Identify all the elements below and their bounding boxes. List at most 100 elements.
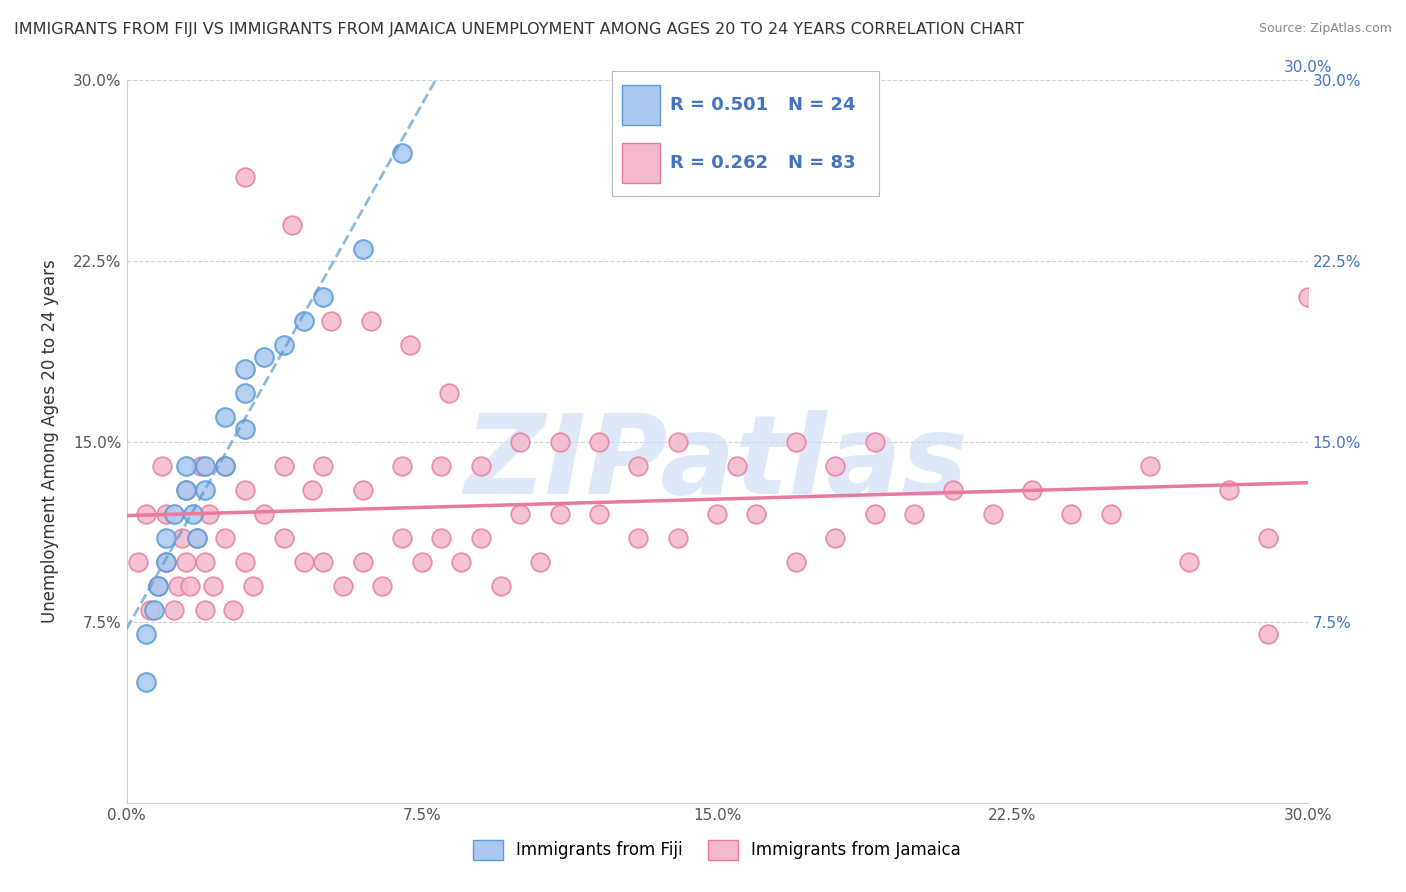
Point — [903, 507, 925, 521]
Text: N = 83: N = 83 — [787, 153, 855, 171]
Point — [1021, 483, 1043, 497]
Point — [170, 531, 193, 545]
Point — [529, 555, 551, 569]
Point — [509, 507, 531, 521]
Point — [155, 555, 177, 569]
Point — [1060, 507, 1083, 521]
Text: N = 24: N = 24 — [787, 96, 855, 114]
Point — [1257, 627, 1279, 641]
Point — [312, 555, 335, 569]
Point — [183, 507, 205, 521]
Point — [1139, 458, 1161, 473]
Text: R = 0.501: R = 0.501 — [671, 96, 769, 114]
Point — [430, 531, 453, 545]
Text: R = 0.262: R = 0.262 — [671, 153, 769, 171]
Point — [312, 458, 335, 473]
Point — [166, 579, 188, 593]
Bar — [623, 143, 659, 183]
Point — [301, 483, 323, 497]
Point — [233, 169, 256, 184]
Point — [194, 483, 217, 497]
Point — [135, 507, 157, 521]
Point — [312, 290, 335, 304]
Point — [450, 555, 472, 569]
Point — [174, 555, 197, 569]
Point — [352, 555, 374, 569]
Point — [139, 603, 162, 617]
Point — [163, 507, 186, 521]
Point — [391, 145, 413, 160]
Point — [666, 434, 689, 449]
Point — [430, 458, 453, 473]
Bar — [623, 85, 659, 125]
Point — [1296, 290, 1319, 304]
Point — [190, 458, 212, 473]
Point — [785, 434, 807, 449]
Point — [292, 555, 315, 569]
Point — [179, 579, 201, 593]
Point — [391, 531, 413, 545]
Text: Source: ZipAtlas.com: Source: ZipAtlas.com — [1258, 22, 1392, 36]
Point — [233, 483, 256, 497]
Point — [725, 458, 748, 473]
Point — [588, 507, 610, 521]
Text: ZIPatlas: ZIPatlas — [465, 409, 969, 516]
Point — [150, 458, 173, 473]
Point — [1178, 555, 1201, 569]
Point — [233, 555, 256, 569]
Point — [242, 579, 264, 593]
Point — [863, 434, 886, 449]
Point — [439, 386, 461, 401]
Point — [470, 531, 492, 545]
Point — [352, 483, 374, 497]
Point — [411, 555, 433, 569]
Point — [135, 627, 157, 641]
Point — [273, 458, 295, 473]
Point — [194, 458, 217, 473]
Point — [627, 458, 650, 473]
Point — [785, 555, 807, 569]
Point — [155, 531, 177, 545]
Point — [399, 338, 422, 352]
Point — [174, 458, 197, 473]
Text: IMMIGRANTS FROM FIJI VS IMMIGRANTS FROM JAMAICA UNEMPLOYMENT AMONG AGES 20 TO 24: IMMIGRANTS FROM FIJI VS IMMIGRANTS FROM … — [14, 22, 1024, 37]
Point — [1099, 507, 1122, 521]
Point — [155, 507, 177, 521]
Point — [352, 242, 374, 256]
Point — [863, 507, 886, 521]
Point — [273, 531, 295, 545]
Point — [127, 555, 149, 569]
Point — [489, 579, 512, 593]
Point — [194, 603, 217, 617]
Point — [321, 314, 343, 328]
Point — [194, 555, 217, 569]
Point — [202, 579, 225, 593]
Point — [281, 218, 304, 232]
Point — [222, 603, 245, 617]
Point — [233, 422, 256, 436]
Point — [371, 579, 394, 593]
Point — [391, 458, 413, 473]
Point — [627, 531, 650, 545]
Point — [332, 579, 354, 593]
Point — [146, 579, 169, 593]
Point — [186, 531, 208, 545]
Point — [588, 434, 610, 449]
Point — [186, 531, 208, 545]
Point — [470, 458, 492, 473]
Y-axis label: Unemployment Among Ages 20 to 24 years: Unemployment Among Ages 20 to 24 years — [41, 260, 59, 624]
Point — [253, 507, 276, 521]
Point — [273, 338, 295, 352]
Point — [214, 458, 236, 473]
Point — [548, 507, 571, 521]
Point — [155, 555, 177, 569]
Point — [146, 579, 169, 593]
Point — [1257, 531, 1279, 545]
Point — [174, 483, 197, 497]
Point — [360, 314, 382, 328]
Legend: Immigrants from Fiji, Immigrants from Jamaica: Immigrants from Fiji, Immigrants from Ja… — [467, 833, 967, 867]
Point — [163, 603, 186, 617]
Point — [198, 507, 221, 521]
Point — [824, 458, 846, 473]
Point — [981, 507, 1004, 521]
